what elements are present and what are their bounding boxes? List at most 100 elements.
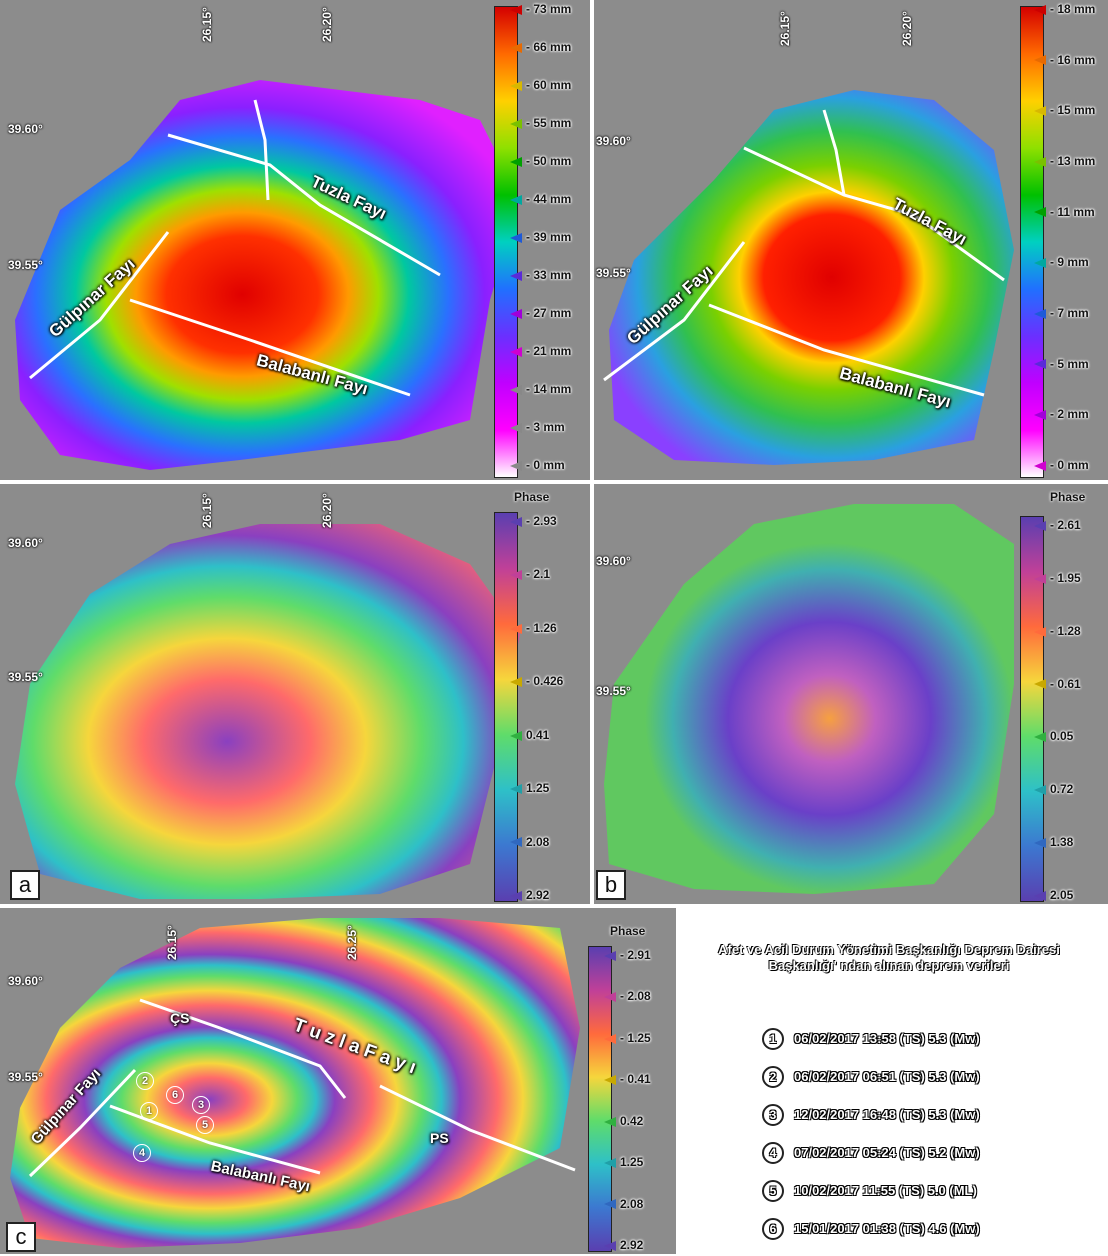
- colorbar-tick-label: - 0.41: [604, 1072, 651, 1086]
- phase-colorbar-title: Phase: [610, 924, 646, 938]
- colorbar-tick-label: - 44 mm: [510, 192, 571, 206]
- colorbar-tick-label: - 18 mm: [1034, 2, 1095, 16]
- colorbar-tick-label: - 73 mm: [510, 2, 571, 16]
- epicenter-3: 3: [192, 1096, 210, 1114]
- panel-b-phase-map: 39.60° 39.55° Phase - 2.61 - 1.95 - 1.28 - …: [594, 484, 1108, 904]
- colorbar-tick-label: - 16 mm: [1034, 53, 1095, 67]
- colorbar-tick-label: - 1.95: [1034, 571, 1081, 585]
- colorbar-tick-label: - 13 mm: [1034, 154, 1095, 168]
- epicenter-4: 4: [133, 1144, 151, 1162]
- panel-c-phase-map: 26.15° 26.25° 39.60° 39.55° T u z l a F …: [0, 908, 676, 1254]
- lat-tick: 39.55°: [8, 1070, 43, 1084]
- colorbar-tick-label: - 33 mm: [510, 268, 571, 282]
- colorbar-tick-label: - 2.93: [510, 514, 557, 528]
- panel-a-phase-map: 26.15° 26.20° 39.60° 39.55° Phase - 2.93…: [0, 484, 590, 904]
- colorbar-tick-label: - 14 mm: [510, 382, 571, 396]
- colorbar-tick-label: 2.05: [1034, 888, 1073, 902]
- lon-tick: 26.15°: [200, 7, 214, 42]
- earthquake-entry: 5 10/02/2017 11:55 (TS) 5.0 (ML): [762, 1180, 977, 1202]
- epicenter-5: 5: [196, 1116, 214, 1134]
- lat-tick: 39.60°: [8, 122, 43, 136]
- phase-colorbar-title: Phase: [514, 490, 550, 504]
- colorbar-tick-label: 1.25: [604, 1155, 643, 1169]
- colorbar-tick-label: 1.38: [1034, 835, 1073, 849]
- earthquake-text: 12/02/2017 16:48 (TS) 5.3 (Mw): [794, 1107, 980, 1122]
- phase-map-c: [10, 918, 580, 1248]
- lat-tick: 39.60°: [8, 536, 43, 550]
- lat-tick: 39.60°: [8, 974, 43, 988]
- panel-letter-b: b: [596, 870, 626, 900]
- colorbar-tick-label: 2.92: [604, 1238, 643, 1252]
- colorbar-tick-label: 0.72: [1034, 782, 1073, 796]
- colorbar-tick-label: - 39 mm: [510, 230, 571, 244]
- phase-colorbar-title: Phase: [1050, 490, 1086, 504]
- earthquake-entry: 2 06/02/2017 06:51 (TS) 5.3 (Mw): [762, 1066, 980, 1088]
- colorbar-tick-label: - 5 mm: [1034, 357, 1089, 371]
- lon-tick: 26.20°: [320, 493, 334, 528]
- colorbar-tick-label: - 15 mm: [1034, 103, 1095, 117]
- colorbar-tick-label: - 0 mm: [510, 458, 565, 472]
- lon-tick: 26.15°: [200, 493, 214, 528]
- colorbar-tick-label: - 55 mm: [510, 116, 571, 130]
- earthquake-text: 06/02/2017 06:51 (TS) 5.3 (Mw): [794, 1069, 980, 1084]
- colorbar-tick-label: - 11 mm: [1034, 205, 1095, 219]
- epicenter-2: 2: [136, 1072, 154, 1090]
- colorbar-tick-label: 0.42: [604, 1114, 643, 1128]
- lon-tick: 26.20°: [900, 11, 914, 46]
- earthquake-number: 1: [762, 1028, 784, 1050]
- earthquake-entry: 6 15/01/2017 01:38 (TS) 4.6 (Mw): [762, 1218, 980, 1240]
- panel-b-displacement-map: 26.15° 26.20° 39.60° 39.55° Tuzla Fayı G…: [594, 0, 1108, 480]
- phase-map-b: [604, 504, 1014, 894]
- earthquake-text: 15/01/2017 01:38 (TS) 4.6 (Mw): [794, 1221, 980, 1236]
- earthquake-number: 4: [762, 1142, 784, 1164]
- colorbar-tick-label: 1.25: [510, 781, 549, 795]
- colorbar-tick-label: - 2 mm: [1034, 407, 1089, 421]
- colorbar-tick-label: - 50 mm: [510, 154, 571, 168]
- displacement-colorbar-b: [1020, 6, 1044, 478]
- colorbar-tick-label: - 60 mm: [510, 78, 571, 92]
- colorbar-tick-label: 2.08: [604, 1197, 643, 1211]
- colorbar-tick-label: - 1.25: [604, 1031, 651, 1045]
- lat-tick: 39.55°: [8, 670, 43, 684]
- colorbar-tick-label: - 66 mm: [510, 40, 571, 54]
- earthquake-number: 6: [762, 1218, 784, 1240]
- lat-tick: 39.55°: [596, 684, 631, 698]
- fault-label-cs: ÇS: [170, 1010, 190, 1026]
- earthquake-text: 10/02/2017 11:55 (TS) 5.0 (ML): [794, 1183, 977, 1198]
- colorbar-tick-label: - 21 mm: [510, 344, 571, 358]
- earthquake-entry: 1 06/02/2017 13:58 (TS) 5.3 (Mw): [762, 1028, 980, 1050]
- colorbar-tick-label: 0.41: [510, 728, 549, 742]
- lon-tick: 26.20°: [320, 7, 334, 42]
- lon-tick: 26.15°: [778, 11, 792, 46]
- colorbar-tick-label: - 2.08: [604, 989, 651, 1003]
- panel-letter-c: c: [6, 1222, 36, 1252]
- colorbar-tick-label: - 1.28: [1034, 624, 1081, 638]
- colorbar-tick-label: - 9 mm: [1034, 255, 1089, 269]
- earthquake-number: 5: [762, 1180, 784, 1202]
- earthquake-entry: 4 07/02/2017 05:24 (TS) 5.2 (Mw): [762, 1142, 980, 1164]
- colorbar-tick-label: - 3 mm: [510, 420, 565, 434]
- displacement-map-a: [15, 80, 520, 470]
- colorbar-tick-label: - 2.61: [1034, 518, 1081, 532]
- earthquake-entry: 3 12/02/2017 16:48 (TS) 5.3 (Mw): [762, 1104, 980, 1126]
- fault-label-ps: PS: [430, 1130, 449, 1146]
- earthquake-number: 3: [762, 1104, 784, 1126]
- lat-tick: 39.55°: [8, 258, 43, 272]
- info-title: Afet ve Acil Durum Yönetimi Başkanlığı D…: [718, 942, 1060, 973]
- earthquake-text: 06/02/2017 13:58 (TS) 5.3 (Mw): [794, 1031, 980, 1046]
- colorbar-tick-label: - 0.61: [1034, 677, 1081, 691]
- colorbar-tick-label: - 2.1: [510, 567, 550, 581]
- lat-tick: 39.55°: [596, 266, 631, 280]
- epicenter-6: 6: [166, 1086, 184, 1104]
- lat-tick: 39.60°: [596, 554, 631, 568]
- colorbar-tick-label: - 0 mm: [1034, 458, 1089, 472]
- colorbar-tick-label: - 7 mm: [1034, 306, 1089, 320]
- panel-letter-a: a: [10, 870, 40, 900]
- earthquake-info-box: Afet ve Acil Durum Yönetimi Başkanlığı D…: [680, 910, 1100, 1250]
- colorbar-tick-label: 2.92: [510, 888, 549, 902]
- lon-tick: 26.15°: [165, 925, 179, 960]
- earthquake-text: 07/02/2017 05:24 (TS) 5.2 (Mw): [794, 1145, 980, 1160]
- lon-tick: 26.25°: [345, 925, 359, 960]
- colorbar-tick-label: 0.05: [1034, 729, 1073, 743]
- epicenter-1: 1: [140, 1102, 158, 1120]
